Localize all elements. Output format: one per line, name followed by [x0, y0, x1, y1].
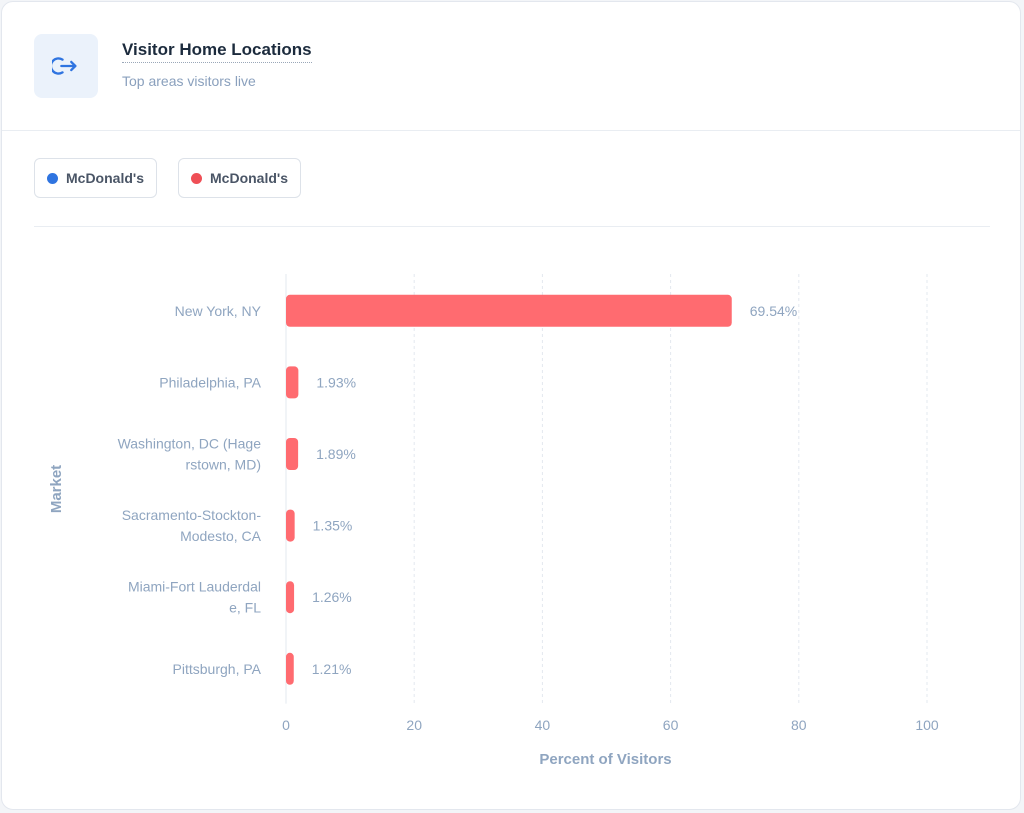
category-label: Pittsburgh, PA	[173, 661, 262, 677]
legend-chip-red[interactable]: McDonald's	[178, 158, 302, 198]
bar	[286, 294, 732, 327]
divider	[34, 226, 990, 227]
category-label: Sacramento-Stockton-	[122, 507, 262, 523]
value-label: 69.54%	[750, 303, 797, 319]
x-tick-label: 40	[535, 717, 551, 733]
exit-arrow-icon	[52, 57, 77, 75]
category-label: Modesto, CA	[180, 528, 262, 544]
value-label: 1.93%	[316, 374, 356, 390]
page-subtitle: Top areas visitors live	[122, 73, 256, 89]
y-axis-title: Market	[48, 465, 65, 513]
bar	[286, 438, 299, 470]
legend-dot-blue	[47, 172, 58, 184]
x-tick-label: 80	[791, 717, 807, 733]
x-tick-label: 0	[282, 717, 290, 733]
bar	[286, 652, 294, 685]
legend: McDonald's McDonald's	[34, 158, 302, 198]
x-tick-label: 100	[915, 717, 939, 733]
value-label: 1.21%	[312, 661, 352, 677]
category-label: e, FL	[229, 600, 261, 616]
legend-dot-red	[191, 172, 203, 184]
card-header: Visitor Home Locations Top areas visitor…	[2, 2, 1020, 131]
category-label: Miami-Fort Lauderdal	[128, 579, 261, 595]
category-label: Washington, DC (Hage	[118, 436, 262, 452]
category-label: New York, NY	[175, 303, 262, 319]
x-tick-label: 20	[406, 717, 422, 733]
header-icon-box	[34, 34, 98, 98]
value-label: 1.35%	[313, 518, 353, 534]
legend-label: McDonald's	[210, 170, 289, 186]
value-label: 1.26%	[312, 589, 352, 605]
x-axis-title: Percent of Visitors	[539, 751, 671, 768]
value-label: 1.89%	[316, 446, 356, 462]
legend-label: McDonald's	[66, 170, 145, 186]
bar	[286, 509, 295, 542]
bar	[286, 581, 295, 614]
bar	[286, 366, 299, 399]
category-label: Philadelphia, PA	[159, 374, 261, 390]
x-tick-label: 60	[663, 717, 679, 733]
legend-chip-blue[interactable]: McDonald's	[34, 158, 158, 198]
category-label: rstown, MD)	[186, 457, 261, 473]
page-title[interactable]: Visitor Home Locations	[122, 40, 312, 63]
